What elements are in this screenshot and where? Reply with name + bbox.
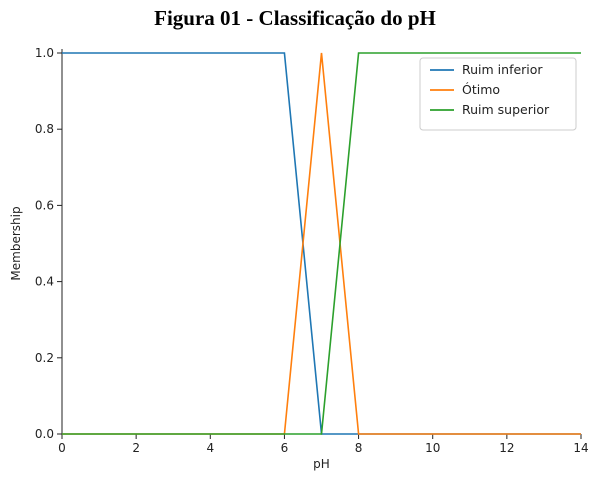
y-tick-label: 0.0 — [35, 427, 54, 441]
y-axis-label: Membership — [9, 206, 23, 280]
legend-entry: Ótimo — [462, 82, 500, 97]
x-tick-label: 2 — [132, 441, 140, 455]
x-tick-label: 6 — [281, 441, 289, 455]
series-lines — [62, 52, 581, 435]
y-tick-label: 0.8 — [35, 122, 54, 136]
x-tick-label: 14 — [573, 441, 588, 455]
y-tick-label: 1.0 — [35, 46, 54, 60]
y-tick-label: 0.4 — [35, 275, 54, 289]
legend-box — [419, 57, 577, 131]
x-axis-label: pH — [313, 457, 330, 471]
x-tick-label: 4 — [206, 441, 214, 455]
x-tick-label: 10 — [425, 441, 440, 455]
legend: Ruim inferior Ótimo Ruim superior — [419, 57, 577, 131]
legend-entry: Ruim inferior — [462, 62, 543, 77]
x-tick-label: 12 — [499, 441, 514, 455]
series-line-3 — [62, 52, 581, 435]
legend-entry: Ruim superior — [462, 102, 550, 117]
x-tick-label: 0 — [58, 441, 66, 455]
x-tick-label: 8 — [355, 441, 363, 455]
y-tick-label: 0.2 — [35, 351, 54, 365]
y-tick-label: 0.6 — [35, 198, 54, 212]
figure-title: Figura 01 - Classificação do pH — [154, 6, 436, 30]
